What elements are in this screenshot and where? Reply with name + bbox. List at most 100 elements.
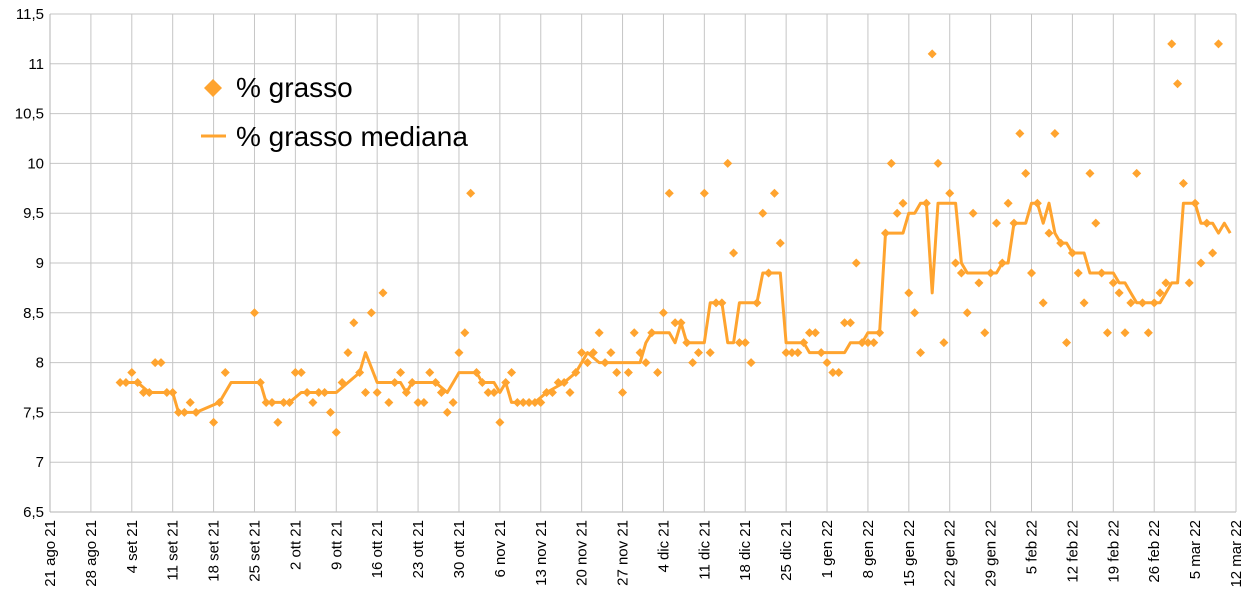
x-tick-label: 12 mar 22	[1228, 520, 1245, 588]
data-point	[431, 378, 441, 388]
data-point	[1067, 248, 1077, 258]
data-point	[664, 188, 674, 198]
x-tick-label: 9 ott 21	[328, 520, 345, 570]
data-point	[436, 387, 446, 397]
data-point	[799, 338, 809, 348]
data-point	[962, 308, 972, 318]
data-point	[933, 158, 943, 168]
x-axis: 21 ago 21 28 ago 21 4 set 21 11 set 21 18 se…	[42, 520, 1245, 588]
x-tick-label: 6 nov 21	[492, 520, 509, 578]
x-tick-label: 29 gen 22	[983, 520, 1000, 587]
data-point	[939, 338, 949, 348]
data-point	[320, 387, 330, 397]
data-point	[1167, 39, 1177, 49]
data-point	[1138, 298, 1148, 308]
data-point	[489, 387, 499, 397]
data-point	[1032, 198, 1042, 208]
data-point	[407, 378, 417, 388]
data-point	[1003, 198, 1013, 208]
data-point	[536, 397, 546, 407]
y-tick-label: 11	[28, 56, 44, 73]
data-point	[641, 358, 651, 368]
x-tick-label: 12 feb 22	[1064, 520, 1081, 583]
data-point	[1015, 129, 1025, 139]
data-point	[746, 358, 756, 368]
data-point	[518, 397, 528, 407]
data-point	[179, 407, 189, 417]
x-tick-label: 4 dic 21	[655, 520, 672, 573]
data-point	[1208, 248, 1218, 258]
y-axis: 6,5 7 7,5 8 8,5 9 9,5 10 10,5 11 11,5	[15, 6, 44, 521]
x-tick-label: 25 dic 21	[778, 520, 795, 581]
data-point	[1050, 129, 1060, 139]
data-point	[688, 358, 698, 368]
data-point	[1213, 39, 1223, 49]
data-point	[559, 378, 569, 388]
data-point	[524, 397, 534, 407]
data-point	[729, 248, 739, 258]
data-point	[1108, 278, 1118, 288]
data-point	[945, 188, 955, 198]
data-point	[372, 387, 382, 397]
data-point	[810, 328, 820, 338]
data-point	[781, 348, 791, 358]
data-point	[1178, 178, 1188, 188]
data-point	[471, 368, 481, 378]
data-point	[1143, 328, 1153, 338]
data-point	[290, 368, 300, 378]
data-point	[1009, 218, 1019, 228]
x-tick-label: 28 ago 21	[83, 520, 100, 587]
y-tick-label: 10	[27, 155, 44, 172]
y-tick-label: 10,5	[15, 106, 44, 123]
data-point	[991, 218, 1001, 228]
data-point	[775, 238, 785, 248]
data-point	[337, 378, 347, 388]
data-point	[629, 328, 639, 338]
x-tick-label: 21 ago 21	[42, 520, 59, 587]
data-point	[454, 348, 464, 358]
x-tick-label: 22 gen 22	[942, 520, 959, 587]
data-point	[530, 397, 540, 407]
data-point	[1091, 218, 1101, 228]
data-point	[209, 417, 219, 427]
data-point	[1190, 198, 1200, 208]
data-point	[425, 368, 435, 378]
data-point	[1132, 168, 1142, 178]
data-point	[571, 368, 581, 378]
data-point	[723, 158, 733, 168]
data-point	[863, 338, 873, 348]
data-point	[138, 387, 148, 397]
data-point	[314, 387, 324, 397]
data-point	[682, 338, 692, 348]
data-point	[968, 208, 978, 218]
data-point	[840, 318, 850, 328]
data-point	[185, 397, 195, 407]
data-point	[191, 407, 201, 417]
data-point	[1202, 218, 1212, 228]
x-tick-label: 4 set 21	[124, 520, 141, 573]
x-tick-label: 5 feb 22	[1024, 520, 1041, 574]
data-point	[1149, 298, 1159, 308]
data-point	[331, 427, 341, 437]
data-point	[214, 397, 224, 407]
data-point	[460, 328, 470, 338]
x-tick-label: 8 gen 22	[860, 520, 877, 578]
data-point	[1027, 268, 1037, 278]
data-point	[951, 258, 961, 268]
x-tick-label: 1 gen 22	[819, 520, 836, 578]
data-point	[647, 328, 657, 338]
data-point	[220, 368, 230, 378]
data-point	[822, 358, 832, 368]
data-point	[249, 308, 259, 318]
data-point	[512, 397, 522, 407]
data-point	[851, 258, 861, 268]
data-point	[699, 188, 709, 198]
data-point	[845, 318, 855, 328]
data-point	[302, 387, 312, 397]
data-point	[980, 328, 990, 338]
data-point	[1114, 288, 1124, 298]
data-point	[910, 308, 920, 318]
x-tick-label: 18 set 21	[206, 520, 223, 582]
data-point	[115, 378, 125, 388]
data-point	[740, 338, 750, 348]
